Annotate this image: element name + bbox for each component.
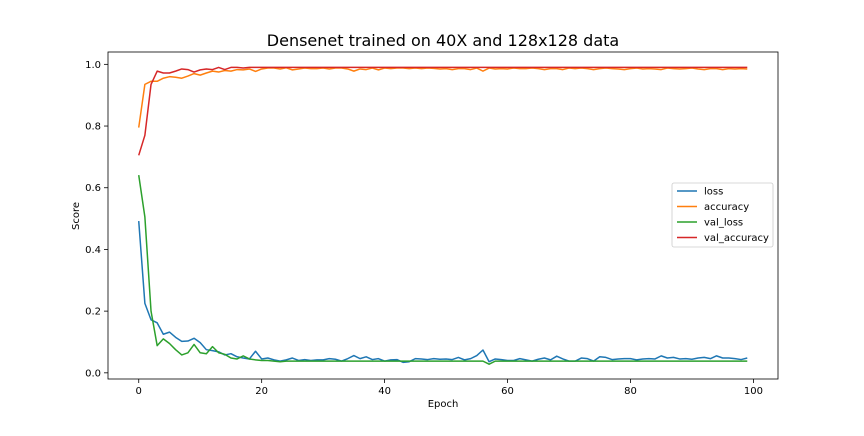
x-tick-label: 0: [136, 386, 142, 397]
x-tick-label: 80: [624, 386, 637, 397]
y-tick-label: 0.6: [85, 183, 101, 194]
series-line-accuracy: [137, 66, 748, 128]
x-tick-label: 100: [744, 386, 763, 397]
x-tick-label: 40: [378, 386, 391, 397]
y-tick-label: 0.0: [85, 368, 101, 379]
plot-frame: [107, 51, 779, 380]
series-line-val_accuracy: [138, 66, 748, 156]
legend-label-loss: loss: [704, 187, 723, 198]
legend-label-val_loss: val_loss: [704, 218, 743, 229]
x-axis-ticks: 0 20 40 60 80 100: [136, 379, 763, 397]
plot-lines: [137, 66, 748, 365]
y-tick-label: 0.2: [85, 307, 101, 318]
y-tick-label: 0.4: [85, 245, 101, 256]
chart-title: Densenet trained on 40X and 128x128 data: [267, 31, 619, 50]
x-tick-label: 20: [255, 386, 268, 397]
series-line-val_loss: [137, 174, 748, 365]
y-axis-label: Score: [71, 202, 82, 230]
legend-label-accuracy: accuracy: [704, 202, 749, 213]
legend-box: [671, 182, 774, 248]
legend-label-val_accuracy: val_accuracy: [704, 233, 769, 244]
y-tick-label: 0.8: [85, 122, 101, 133]
x-tick-label: 60: [501, 386, 514, 397]
x-axis-label: Epoch: [428, 399, 459, 410]
y-axis-ticks: 0.0 0.2 0.4 0.6 0.8 1.0: [85, 60, 108, 379]
y-tick-label: 1.0: [85, 60, 101, 71]
legend: loss accuracy val_loss val_accuracy: [671, 182, 774, 248]
